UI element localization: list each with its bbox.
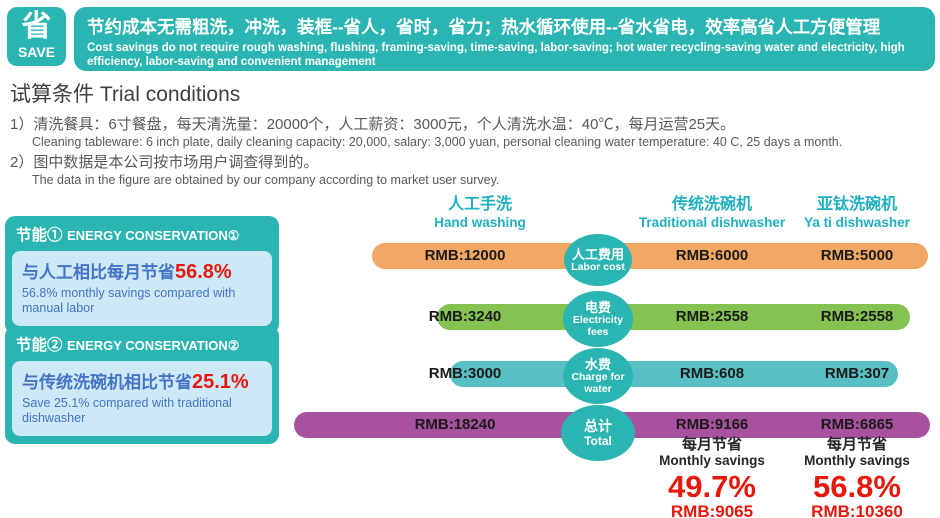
circle-total-en: Total	[584, 433, 612, 448]
circle-water-charge: 水费 Charge for water	[563, 348, 633, 404]
savings-yati-label-cn: 每月节省	[826, 436, 887, 453]
water-value-traditional: RMB:608	[679, 365, 745, 382]
savings-yati-percent: 56.8%	[813, 469, 901, 504]
column-header-traditional-en: Traditional dishwasher	[638, 215, 786, 230]
water-value-yati: RMB:307	[824, 365, 890, 382]
total-value-traditional: RMB:9166	[675, 416, 749, 433]
circle-total-cn: 总计	[584, 417, 612, 434]
save-badge-en-text: SAVE	[17, 44, 56, 60]
energy-box-1-title-en: ENERGY CONSERVATION①	[66, 228, 240, 243]
circle-labor-cost-cn: 人工费用	[571, 246, 624, 262]
savings-block-traditional: 每月节省 Monthly savings 49.7% RMB:9065	[622, 437, 802, 518]
energy-box-1-header: 节能① ENERGY CONSERVATION①	[12, 222, 272, 251]
labor-value-hand-washing: RMB:12000	[424, 247, 506, 264]
column-header-yati-dishwasher: 亚钛洗碗机 Ya ti dishwasher	[772, 190, 940, 230]
trial-item-1-en: Cleaning tableware: 6 inch plate, daily …	[32, 135, 843, 149]
savings-yati-amount: RMB:10360	[811, 502, 903, 518]
circle-water-charge-en: Charge for water	[571, 371, 625, 395]
circle-electricity-fees-cn: 电费	[584, 300, 611, 315]
labor-value-yati: RMB:5000	[820, 247, 894, 264]
banner-title-cn: 节约成本无需粗洗，冲洗，装框--省人，省时，省力；热水循环使用--省水省电，效率…	[87, 17, 881, 37]
energy-box-2-body: 与传统洗碗机相比节省25.1% Save 25.1% compared with…	[12, 361, 272, 436]
circle-electricity-fees: 电费 Electricity fees	[563, 291, 633, 347]
electricity-value-traditional: RMB:2558	[675, 308, 749, 325]
savings-traditional-percent: 49.7%	[668, 469, 756, 504]
circle-water-charge-cn: 水费	[584, 357, 611, 372]
energy-box-2-header: 节能② ENERGY CONSERVATION②	[12, 332, 272, 361]
column-header-yati-en: Ya ti dishwasher	[804, 215, 910, 230]
water-value-hand-washing: RMB:3000	[428, 365, 502, 382]
savings-traditional-amount: RMB:9065	[670, 502, 754, 518]
total-value-yati: RMB:6865	[820, 416, 894, 433]
column-header-hand-washing-cn: 人工手洗	[447, 196, 512, 213]
electricity-value-yati: RMB:2558	[820, 308, 894, 325]
energy-box-1-highlight: 56.8%	[175, 261, 232, 283]
trial-item-2-en: The data in the figure are obtained by o…	[32, 173, 500, 187]
savings-traditional-label-en: Monthly savings	[659, 453, 765, 468]
energy-box-2-highlight: 25.1%	[192, 371, 249, 393]
trial-conditions-section: 试算条件 Trial conditions 1）清洗餐具：6寸餐盘，每天清洗量：…	[10, 78, 935, 187]
bar-labor-cost	[372, 243, 928, 269]
save-badge: 省 SAVE	[7, 7, 66, 66]
energy-box-1-body: 与人工相比每月节省56.8% 56.8% monthly savings com…	[12, 251, 272, 326]
savings-block-yati: 每月节省 Monthly savings 56.8% RMB:10360	[767, 437, 940, 518]
trial-item-1-cn: 1）清洗餐具：6寸餐盘，每天清洗量：20000个，人工薪资：3000元，个人清洗…	[10, 116, 736, 133]
energy-box-2-desc-en: Save 25.1% compared with traditional dis…	[22, 396, 232, 426]
column-header-hand-washing: 人工手洗 Hand washing	[395, 190, 565, 230]
trial-conditions-title: 试算条件 Trial conditions	[10, 83, 241, 106]
labor-value-traditional: RMB:6000	[675, 247, 749, 264]
column-header-traditional-dishwasher: 传统洗碗机 Traditional dishwasher	[627, 190, 797, 230]
energy-box-1-statement-cn: 与人工相比每月节省	[22, 263, 175, 282]
energy-box-1: 节能① ENERGY CONSERVATION① 与人工相比每月节省56.8% …	[5, 216, 279, 334]
energy-box-1-statement: 与人工相比每月节省56.8%	[22, 258, 262, 284]
column-header-hand-washing-en: Hand washing	[434, 215, 526, 230]
circle-labor-cost-en: Labor cost	[571, 260, 625, 273]
trial-item-2-cn: 2）图中数据是本公司按市场用户调查得到的。	[10, 154, 319, 171]
total-value-hand-washing: RMB:18240	[414, 416, 496, 433]
energy-box-2-title-cn: 节能②	[16, 337, 63, 354]
header-banner: 节约成本无需粗洗，冲洗，装框--省人，省时，省力；热水循环使用--省水省电，效率…	[74, 7, 935, 71]
energy-box-2-statement-cn: 与传统洗碗机相比节省	[22, 373, 192, 392]
circle-labor-cost: 人工费用 Labor cost	[564, 234, 632, 286]
circle-electricity-fees-en: Electricity fees	[572, 314, 624, 338]
energy-box-2: 节能② ENERGY CONSERVATION② 与传统洗碗机相比节省25.1%…	[5, 326, 279, 444]
energy-box-1-title-cn: 节能①	[16, 227, 63, 244]
circle-total: 总计 Total	[561, 405, 635, 461]
energy-box-2-statement: 与传统洗碗机相比节省25.1%	[22, 368, 262, 394]
bar-electricity-fees	[437, 304, 910, 330]
energy-box-1-desc-en: 56.8% monthly savings compared with manu…	[22, 286, 236, 316]
electricity-value-hand-washing: RMB:3240	[428, 308, 502, 325]
banner-subtitle-en: Cost savings do not require rough washin…	[87, 42, 905, 68]
savings-traditional-label-cn: 每月节省	[681, 436, 742, 453]
column-header-yati-cn: 亚钛洗碗机	[816, 196, 897, 213]
bar-water-charge	[450, 361, 898, 387]
column-header-traditional-cn: 传统洗碗机	[671, 196, 752, 213]
savings-yati-label-en: Monthly savings	[804, 453, 910, 468]
energy-box-2-title-en: ENERGY CONSERVATION②	[66, 338, 240, 353]
save-badge-cn-text: 省	[21, 10, 52, 43]
